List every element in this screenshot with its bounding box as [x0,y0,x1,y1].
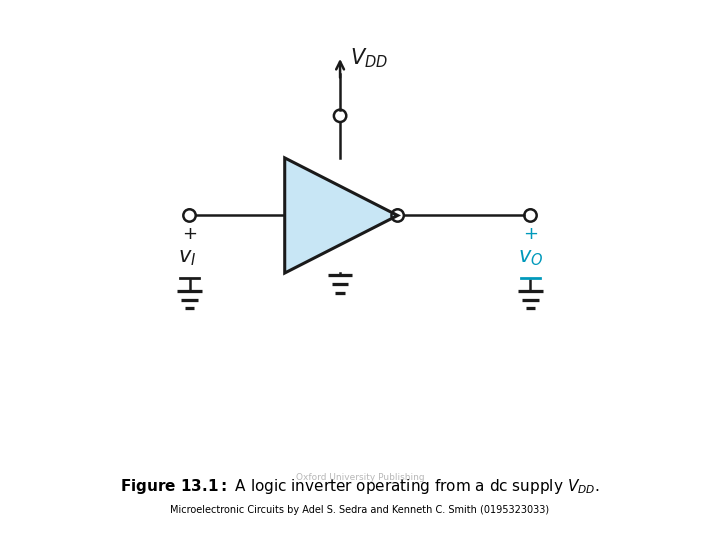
Polygon shape [284,158,397,273]
Text: Microelectronic Circuits by Adel S. Sedra and Kenneth C. Smith (0195323033): Microelectronic Circuits by Adel S. Sedr… [171,505,549,515]
Text: Oxford University Publishing: Oxford University Publishing [296,474,424,482]
Text: $V_{DD}$: $V_{DD}$ [350,46,388,70]
Text: $v_I$: $v_I$ [178,247,197,267]
Text: $v_O$: $v_O$ [518,247,543,267]
Text: +: + [182,225,197,243]
Text: $\mathbf{Figure\ 13.1:}$ A logic inverter operating from a dc supply $V_{DD}$.: $\mathbf{Figure\ 13.1:}$ A logic inverte… [120,476,600,496]
Text: +: + [523,225,538,243]
